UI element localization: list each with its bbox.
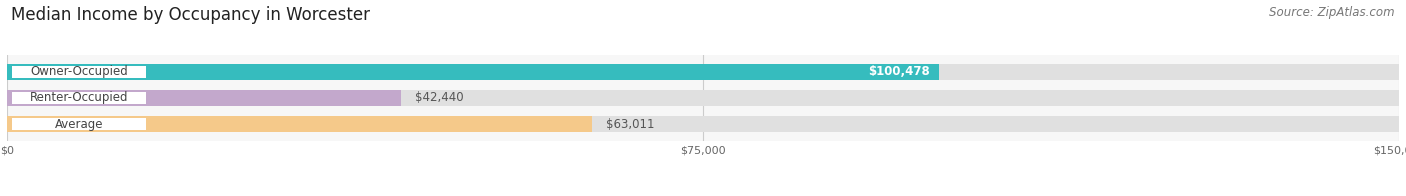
Bar [7, 64, 939, 80]
Bar [11, 118, 146, 130]
Text: $100,478: $100,478 [869, 65, 931, 78]
Bar [7, 116, 592, 132]
Bar [7, 116, 1399, 132]
Bar [7, 64, 1399, 80]
Text: Renter-Occupied: Renter-Occupied [30, 92, 128, 104]
Bar [7, 90, 1399, 106]
Text: Owner-Occupied: Owner-Occupied [30, 65, 128, 78]
Text: Median Income by Occupancy in Worcester: Median Income by Occupancy in Worcester [11, 6, 370, 24]
Text: $63,011: $63,011 [606, 118, 654, 131]
Bar [7, 90, 401, 106]
Text: Average: Average [55, 118, 103, 131]
Text: $42,440: $42,440 [415, 92, 464, 104]
Bar [11, 92, 146, 104]
Text: Source: ZipAtlas.com: Source: ZipAtlas.com [1270, 6, 1395, 19]
Bar [11, 66, 146, 78]
